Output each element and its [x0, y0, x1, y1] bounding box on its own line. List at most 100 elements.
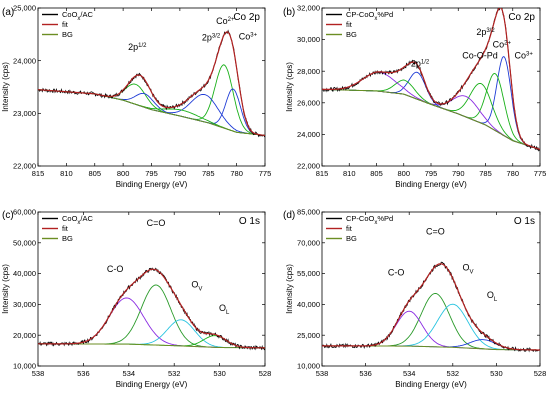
x-tick-label: 775: [259, 169, 272, 178]
y-tick-label: 32,000: [297, 4, 320, 13]
x-tick-label: 775: [534, 169, 547, 178]
x-tick-label: 785: [479, 169, 492, 178]
legend-entry: fit: [62, 224, 69, 233]
x-tick-label: 810: [343, 169, 356, 178]
legend-entry: BG: [62, 234, 73, 243]
curves: [322, 8, 540, 152]
fit-component-1: [322, 292, 540, 351]
legend-entry: BG: [346, 30, 357, 39]
peak-annotation: C-O: [107, 264, 124, 274]
peak-annotation: 2p1/2: [128, 42, 147, 52]
y-axis-label: Intensity (cps): [1, 62, 10, 112]
y-tick-label: 30,000: [13, 300, 36, 309]
fit-line: [322, 263, 540, 351]
peak-annotation: C=O: [147, 218, 166, 228]
y-tick-label: 10,000: [13, 362, 36, 371]
fit-component-2: [38, 297, 265, 349]
x-tick-label: 795: [145, 169, 158, 178]
x-axis-label: Binding Energy (eV): [116, 180, 188, 189]
y-tick-label: 28,000: [297, 67, 320, 76]
y-tick-label: 23,000: [13, 109, 36, 118]
x-tick-label: 536: [359, 369, 372, 378]
x-tick-label: 800: [117, 169, 130, 178]
y-tick-label: 60,000: [13, 208, 36, 217]
y-tick-label: 24,000: [297, 130, 320, 139]
x-tick-label: 780: [506, 169, 519, 178]
fit-component-1: [38, 284, 265, 349]
x-tick-label: 534: [403, 369, 416, 378]
spectrum-title: Co 2p: [233, 12, 260, 23]
y-tick-label: 24,000: [13, 56, 36, 65]
x-tick-label: 795: [425, 169, 438, 178]
peak-annotation: C=O: [426, 227, 445, 237]
panel-b-co2p-cp-coox-pd: (b) 815 810 805 800 795 790 785 780 775 22,000 24,0…: [283, 4, 546, 189]
fit-component-3: [322, 303, 540, 351]
spectrum-title: Co 2p: [508, 12, 535, 23]
fit-component-1: [38, 64, 265, 136]
x-tick-label: 780: [230, 169, 243, 178]
curves: [38, 29, 265, 138]
x-tick-label: 800: [397, 169, 410, 178]
panel-label: (b): [283, 7, 295, 18]
y-axis-label: Intensity (cps): [285, 264, 294, 314]
raw-data-line: [38, 267, 265, 351]
curves: [322, 261, 540, 353]
plot-frame: [37, 211, 266, 367]
legend-entry: CoOx/AC: [62, 10, 94, 22]
x-tick-label: 534: [123, 369, 136, 378]
x-tick-label: 530: [490, 369, 503, 378]
fit-component-5: [38, 89, 265, 136]
x-tick-label: 536: [77, 369, 90, 378]
x-tick-label: 532: [447, 369, 460, 378]
x-tick-label: 528: [259, 369, 272, 378]
x-tick-label: 532: [168, 369, 181, 378]
legend-entry: BG: [62, 30, 73, 39]
panel-label: (c): [2, 210, 14, 221]
peak-annotation: Co2+: [493, 40, 512, 50]
peak-annotation: OL: [487, 290, 498, 303]
peak-annotation: 2p3/2: [476, 27, 495, 37]
fit-component-2: [38, 88, 265, 136]
y-tick-label: 25,000: [297, 331, 320, 340]
peak-annotation: Co3+: [514, 51, 533, 61]
peak-annotation: OV: [463, 263, 474, 276]
x-tick-label: 815: [32, 169, 45, 178]
bg-line: [38, 89, 265, 136]
peak-annotation: 2p1/2: [411, 58, 430, 68]
y-tick-label: 22,000: [297, 162, 320, 171]
peak-annotation: OL: [219, 303, 230, 316]
raw-data-line: [322, 8, 540, 152]
panel-label: (d): [283, 210, 295, 221]
x-tick-label: 790: [174, 169, 187, 178]
x-tick-label: 530: [213, 369, 226, 378]
fit-line: [38, 31, 265, 136]
y-tick-label: 50,000: [13, 238, 36, 247]
y-tick-label: 40,000: [13, 269, 36, 278]
x-tick-label: 810: [60, 169, 73, 178]
y-tick-label: 70,000: [297, 238, 320, 247]
spectrum-title: O 1s: [239, 216, 260, 227]
x-tick-label: 538: [316, 369, 329, 378]
y-tick-label: 85,000: [297, 208, 320, 217]
y-axis-label: Intensity (cps): [285, 62, 294, 112]
y-tick-label: 22,000: [13, 162, 36, 171]
bg-line: [322, 88, 540, 150]
peak-annotation: Co-O-Pd: [462, 51, 498, 61]
legend-entry: fit: [62, 20, 69, 29]
x-axis-label: Binding Energy (eV): [116, 380, 188, 389]
x-axis-label: Binding Energy (eV): [395, 180, 467, 189]
legend-entry: CP-CoOx%Pd: [346, 10, 393, 22]
curves: [38, 267, 265, 351]
fit-line: [38, 268, 265, 349]
panel-d-o1s-cp-coox-pd: (d) 538 536 534 532 530 528 10,000 25,000 40,000 5…: [283, 208, 546, 389]
legend-entry: CoOx/AC: [62, 214, 94, 226]
y-tick-label: 10,000: [297, 362, 320, 371]
peak-annotation: Co2+: [216, 16, 235, 26]
y-tick-label: 55,000: [297, 269, 320, 278]
x-tick-label: 805: [370, 169, 383, 178]
y-tick-label: 30,000: [297, 35, 320, 44]
